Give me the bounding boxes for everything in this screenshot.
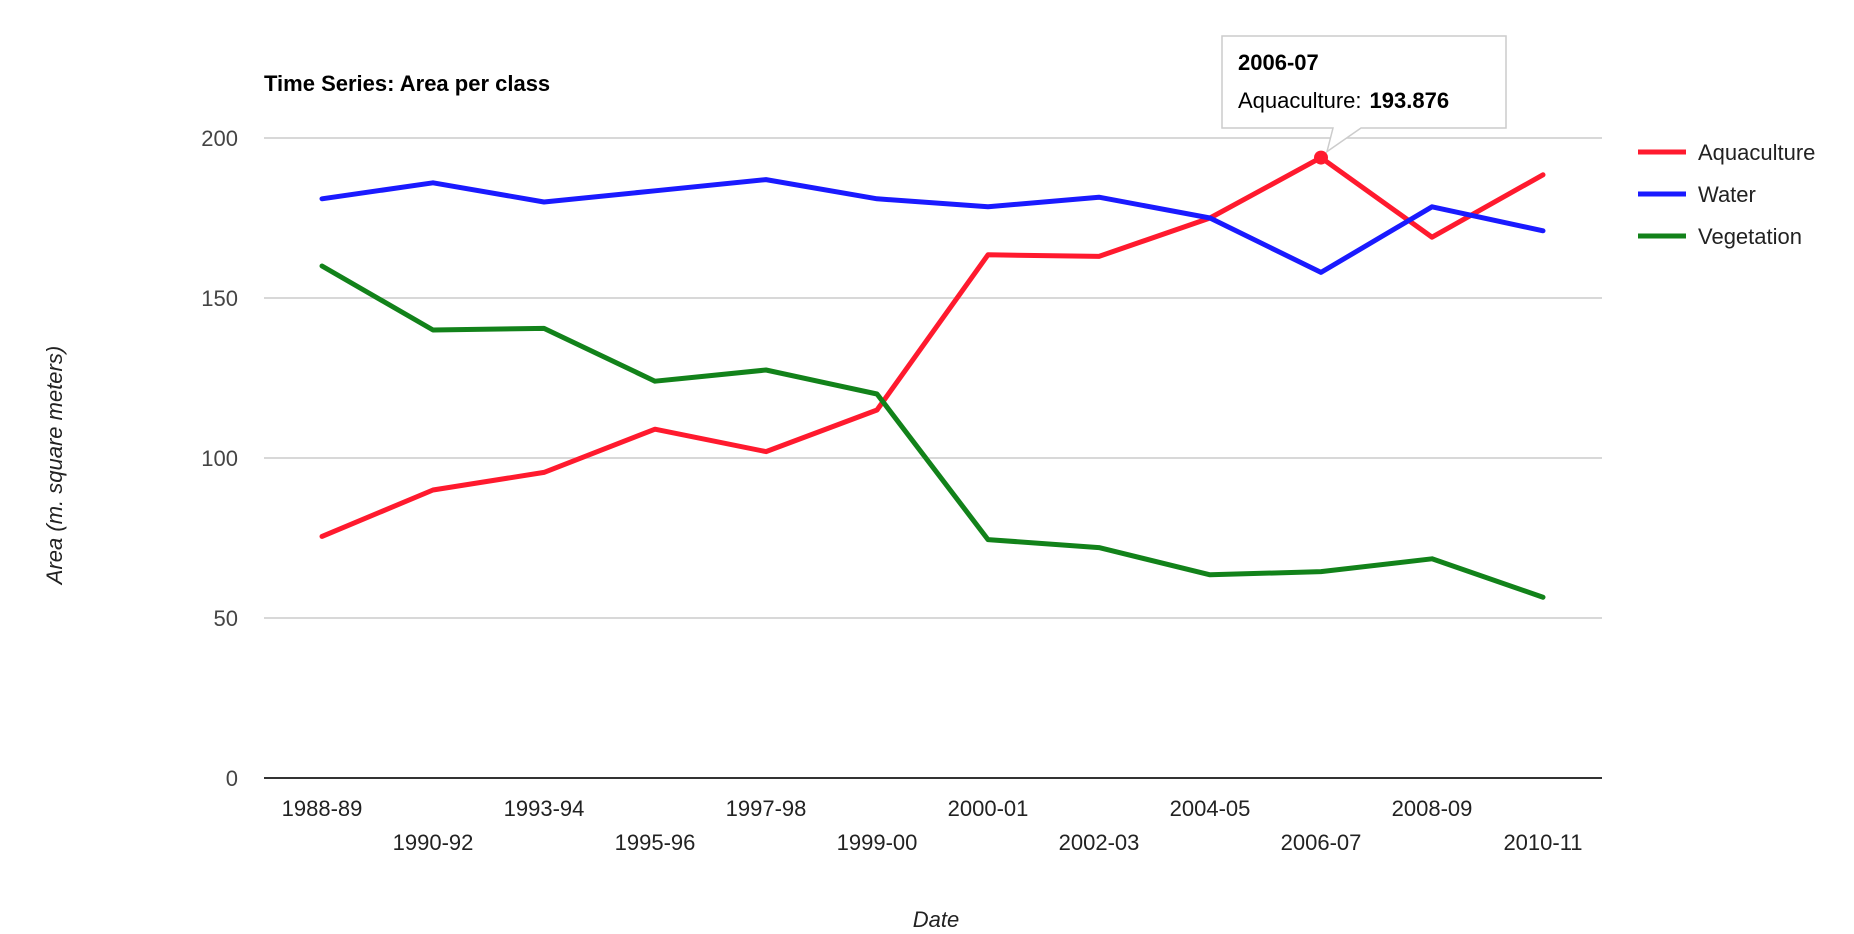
legend: Aquaculture Water Vegetation xyxy=(1638,140,1815,249)
x-tick-label: 1995-96 xyxy=(615,830,696,855)
data-point-vegetation[interactable] xyxy=(538,322,550,334)
x-tick-label: 2002-03 xyxy=(1059,830,1140,855)
series-line-vegetation[interactable] xyxy=(319,263,1546,600)
x-tick-label: 2006-07 xyxy=(1281,830,1362,855)
y-tick-label: 50 xyxy=(214,606,238,631)
x-tick-label: 1988-89 xyxy=(282,796,363,821)
y-tick-label: 100 xyxy=(201,446,238,471)
data-point-vegetation[interactable] xyxy=(316,260,328,272)
data-point-aquaculture[interactable] xyxy=(427,484,439,496)
legend-label: Vegetation xyxy=(1698,224,1802,249)
data-point-water[interactable] xyxy=(982,201,994,213)
data-point-vegetation[interactable] xyxy=(982,534,994,546)
data-point-water[interactable] xyxy=(1315,266,1327,278)
data-point-vegetation[interactable] xyxy=(760,364,772,376)
data-point-water[interactable] xyxy=(760,174,772,186)
x-axis-ticks: 1988-89 1990-92 1993-94 1995-96 1997-98 1999-… xyxy=(282,796,1583,855)
x-tick-label: 1993-94 xyxy=(504,796,585,821)
highlighted-data-point[interactable] xyxy=(1314,150,1328,165)
tooltip-box xyxy=(1221,35,1507,154)
x-axis-title: Date xyxy=(913,907,959,932)
data-point-vegetation[interactable] xyxy=(1204,569,1216,581)
data-point-vegetation[interactable] xyxy=(1426,553,1438,565)
tooltip-value: 193.876 xyxy=(1370,88,1450,113)
data-point-water[interactable] xyxy=(871,193,883,205)
x-tick-label: 2000-01 xyxy=(948,796,1029,821)
data-point-water[interactable] xyxy=(1426,201,1438,213)
data-point-vegetation[interactable] xyxy=(871,388,883,400)
tooltip-body: Aquaculture: 193.876 xyxy=(1238,88,1449,113)
data-point-aquaculture[interactable] xyxy=(1093,250,1105,262)
x-tick-label: 2008-09 xyxy=(1392,796,1473,821)
series-line-water[interactable] xyxy=(319,177,1546,275)
series-lines xyxy=(319,155,1546,600)
data-point-water[interactable] xyxy=(538,196,550,208)
data-point-aquaculture[interactable] xyxy=(871,404,883,416)
data-point-water[interactable] xyxy=(427,177,439,189)
data-point-aquaculture[interactable] xyxy=(538,466,550,478)
data-point-vegetation[interactable] xyxy=(1093,542,1105,554)
legend-label: Aquaculture xyxy=(1698,140,1815,165)
data-point-aquaculture[interactable] xyxy=(1426,231,1438,243)
y-tick-label: 150 xyxy=(201,286,238,311)
data-point-vegetation[interactable] xyxy=(1537,591,1549,603)
chart-title: Time Series: Area per class xyxy=(264,71,550,96)
data-point-aquaculture[interactable] xyxy=(760,446,772,458)
data-point-aquaculture[interactable] xyxy=(649,423,661,435)
x-tick-label: 1999-00 xyxy=(837,830,918,855)
y-tick-label: 200 xyxy=(201,126,238,151)
data-point-aquaculture[interactable] xyxy=(982,249,994,261)
series-points xyxy=(316,152,1549,604)
gridlines xyxy=(264,137,1602,779)
data-point-aquaculture[interactable] xyxy=(1537,169,1549,181)
series-line-aquaculture[interactable] xyxy=(319,155,1546,539)
x-tick-label: 1997-98 xyxy=(726,796,807,821)
legend-label: Water xyxy=(1698,182,1756,207)
data-point-vegetation[interactable] xyxy=(1315,566,1327,578)
y-tick-label: 0 xyxy=(226,766,238,791)
x-tick-label: 1990-92 xyxy=(393,830,474,855)
data-point-water[interactable] xyxy=(1093,191,1105,203)
data-point-water[interactable] xyxy=(1204,212,1216,224)
tooltip-series-label: Aquaculture: xyxy=(1238,88,1362,113)
y-axis-ticks: 0 50 100 150 200 xyxy=(201,126,238,791)
data-point-aquaculture[interactable] xyxy=(316,530,328,542)
tooltip-title: 2006-07 xyxy=(1238,50,1319,75)
data-point-vegetation[interactable] xyxy=(649,375,661,387)
x-tick-label: 2004-05 xyxy=(1170,796,1251,821)
data-point-water[interactable] xyxy=(316,193,328,205)
data-point-water[interactable] xyxy=(1537,225,1549,237)
data-point-water[interactable] xyxy=(649,185,661,197)
data-point-vegetation[interactable] xyxy=(427,324,439,336)
x-tick-label: 2010-11 xyxy=(1503,830,1582,855)
y-axis-title: Area (m. square meters) xyxy=(42,346,67,586)
tooltip: 2006-07 Aquaculture: 193.876 xyxy=(1221,35,1507,165)
